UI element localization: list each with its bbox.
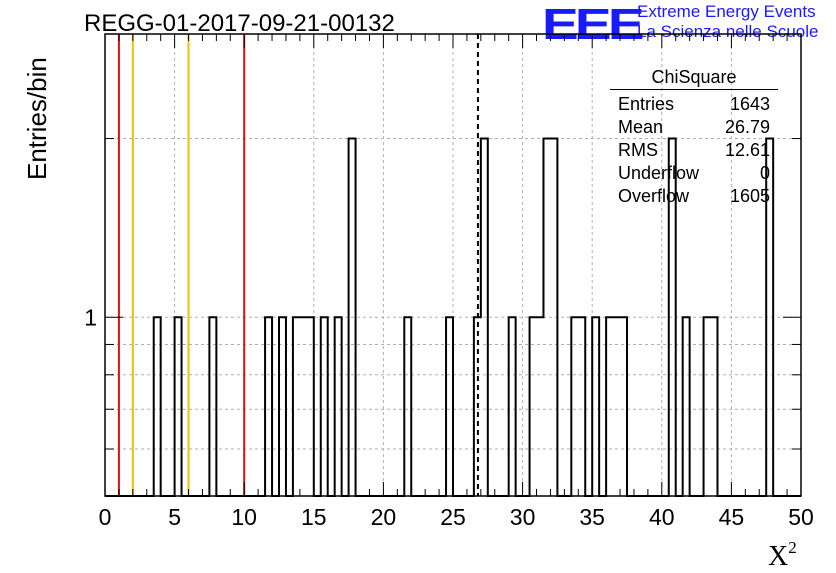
stats-label: Overflow [618, 186, 690, 206]
stats-row: Overflow 1605 [610, 185, 778, 208]
stats-row: Entries 1643 [610, 93, 778, 116]
axes: 0 5 10 15 20 25 30 35 40 45 50 1 [84, 33, 814, 530]
histogram-bin [300, 317, 307, 496]
y-tick-label: 1 [84, 304, 97, 330]
x-axis-label-base: X [768, 541, 789, 572]
stats-value: 12.61 [724, 140, 770, 160]
x-tick-label: 15 [301, 504, 327, 530]
histogram-bin [543, 139, 550, 496]
x-tick-label: 45 [719, 504, 745, 530]
x-tick-label: 40 [649, 504, 675, 530]
stats-row: RMS 12.61 [610, 139, 778, 162]
stats-value: 26.79 [724, 117, 770, 137]
x-axis-label-sup: 2 [788, 538, 797, 557]
histogram-bin [209, 317, 216, 496]
histogram-bin [321, 317, 328, 496]
x-tick-label: 50 [788, 504, 814, 530]
x-tick-label: 35 [579, 504, 605, 530]
stats-label: Mean [618, 117, 664, 137]
histogram-bin [481, 139, 488, 496]
histogram-bin [550, 139, 557, 496]
stats-value: 1643 [729, 94, 770, 114]
stats-label: RMS [618, 140, 658, 160]
stats-label: Underflow [618, 163, 700, 183]
x-tick-label: 0 [99, 504, 112, 530]
histogram-bin [279, 317, 286, 496]
stats-row: Mean 26.79 [610, 116, 778, 139]
histogram-bin [620, 317, 627, 496]
histogram-bin [704, 317, 711, 496]
x-tick-label: 20 [371, 504, 397, 530]
histogram-bin [711, 317, 718, 496]
stats-title: ChiSquare [610, 67, 778, 90]
histogram-bin [592, 317, 599, 496]
stats-value: 0 [759, 163, 770, 183]
histogram-bin [683, 317, 690, 496]
histogram-bin [349, 139, 356, 496]
histogram-bin [613, 317, 620, 496]
brand-line-1: Extreme Energy Events [637, 2, 816, 21]
histogram-bin [509, 317, 516, 496]
histogram-bin [175, 317, 182, 496]
x-tick-label: 10 [231, 504, 257, 530]
stats-value: 1605 [729, 186, 770, 206]
histogram-bin [530, 317, 537, 496]
histogram-bin [154, 317, 161, 496]
run-title: REGG-01-2017-09-21-00132 [84, 10, 395, 37]
histogram-bin [446, 317, 453, 496]
histogram-bin [307, 317, 314, 496]
x-tick-label: 25 [440, 504, 466, 530]
histogram-bin [578, 317, 585, 496]
histogram-bin [537, 317, 544, 496]
histogram-bin [404, 317, 411, 496]
histogram-bin [474, 317, 481, 496]
histogram-bin [606, 317, 613, 496]
histogram-bin [571, 317, 578, 496]
stats-box: ChiSquare Entries 1643 Mean 26.79 RMS 12.61… [610, 67, 778, 208]
x-axis-label: X2 [768, 538, 797, 573]
x-tick-label: 5 [168, 504, 181, 530]
histogram-bin [265, 317, 272, 496]
x-tick-label: 30 [510, 504, 536, 530]
eee-logo: EEE [542, 0, 645, 49]
histogram-bin [293, 317, 300, 496]
reference-lines [117, 34, 479, 496]
stats-label: Entries [618, 94, 675, 114]
histogram-bin [335, 317, 342, 496]
stats-row: Underflow 0 [610, 162, 778, 185]
